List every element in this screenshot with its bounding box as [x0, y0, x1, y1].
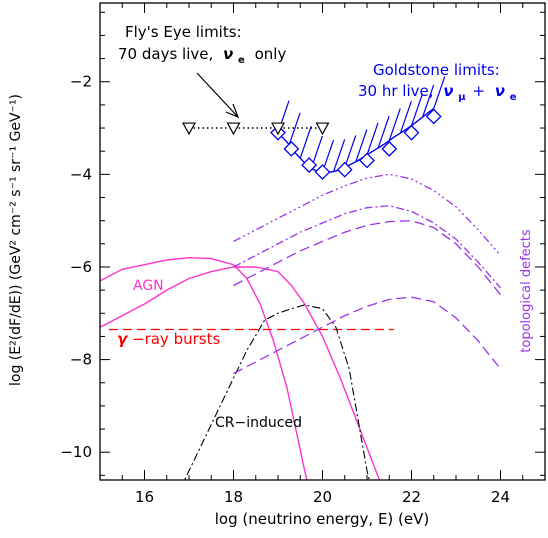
series-agn-lower-line — [100, 266, 381, 480]
series-goldstone-marker — [301, 157, 318, 174]
grb-gamma: γ — [117, 330, 129, 348]
goldstone-hatching — [277, 76, 446, 173]
x-tick-label: 22 — [402, 488, 421, 506]
flys-eye-suffix: only — [255, 45, 287, 63]
goldstone-hatch-stroke — [288, 112, 301, 146]
x-tick-label: 20 — [313, 488, 332, 506]
series-topo-4-line — [233, 296, 502, 375]
series-flys-eye-marker — [181, 122, 197, 136]
goldstone-nu1: ν — [443, 82, 453, 100]
series-flys-eye-marker — [270, 122, 286, 136]
series-goldstone-marker — [336, 161, 353, 178]
series-goldstone-marker — [314, 164, 331, 180]
series-topo-3-line — [233, 220, 502, 296]
goldstone-hatch-stroke — [355, 129, 368, 162]
y-tick-label: −4 — [70, 165, 92, 183]
goldstone-hatch-stroke — [299, 125, 312, 159]
series-cr-induced-line — [183, 304, 370, 480]
goldstone-hatch-stroke — [388, 108, 401, 141]
y-axis-label: log (E²(dF/dE)) (GeV² cm⁻² s⁻¹ sr⁻¹ GeV⁻… — [8, 94, 24, 386]
y-tick-label: −8 — [70, 351, 92, 369]
flys-eye-label-line2: 70 days live, ν e only — [118, 45, 286, 67]
goldstone-hatch-stroke — [377, 115, 390, 149]
series-flys-eye-marker — [226, 122, 241, 136]
agn-label: AGN — [133, 278, 164, 294]
x-tick-label: 18 — [224, 488, 243, 506]
series-goldstone-marker — [381, 140, 398, 157]
x-axis-label: log (neutrino energy, E) (eV) — [215, 510, 430, 528]
goldstone-hatch-stroke — [410, 93, 424, 126]
series-goldstone-marker — [283, 140, 300, 157]
goldstone-label-line1: Goldstone limits: — [373, 61, 500, 79]
goldstone-plus: + — [472, 82, 485, 100]
goldstone-nu2: ν — [495, 82, 505, 100]
goldstone-hatch-stroke — [399, 100, 412, 134]
goldstone-hatch-stroke — [333, 139, 346, 172]
goldstone-nu1-sub: μ — [458, 92, 466, 103]
cr-label: CR−induced — [215, 415, 302, 431]
topo-label: topological defects — [519, 229, 534, 353]
tick-layer: 16 18 20 22 24 −2 −4 −6 −8 −10 — [60, 3, 546, 506]
y-tick-label: −6 — [70, 258, 92, 276]
goldstone-nu2-sub: e — [510, 92, 517, 103]
series-topo-1-line — [233, 173, 501, 256]
goldstone-label-line2: 30 hr live, ν μ + ν e — [358, 82, 517, 104]
x-tick-label: 16 — [135, 488, 154, 506]
goldstone-hatch-stroke — [422, 84, 435, 118]
goldstone-hatch-stroke — [366, 122, 379, 156]
series-agn-upper-line — [100, 256, 308, 480]
x-tick-label: 24 — [491, 488, 510, 506]
grb-rest: −ray bursts — [132, 330, 220, 348]
series-goldstone-marker — [425, 108, 442, 125]
flys-eye-label-line1: Fly's Eye limits: — [125, 23, 242, 41]
series-goldstone-marker — [403, 124, 420, 141]
goldstone-hatch-stroke — [433, 76, 446, 109]
series-flys-eye-marker — [315, 122, 330, 136]
goldstone-hatch-stroke — [344, 135, 357, 168]
flys-eye-arrow — [196, 72, 240, 119]
series-goldstone-marker — [359, 152, 375, 169]
grb-label: γ −ray bursts — [117, 330, 220, 348]
y-tick-label: −10 — [60, 443, 92, 461]
y-tick-label: −2 — [70, 73, 92, 91]
flys-eye-nu-sub: e — [238, 55, 245, 66]
goldstone-prefix: 30 hr live, — [358, 82, 434, 100]
series-topo-2-line — [233, 205, 501, 289]
flys-eye-prefix: 70 days live, — [118, 45, 213, 63]
marker-layer — [181, 108, 442, 180]
flys-eye-nu: ν — [223, 45, 233, 63]
